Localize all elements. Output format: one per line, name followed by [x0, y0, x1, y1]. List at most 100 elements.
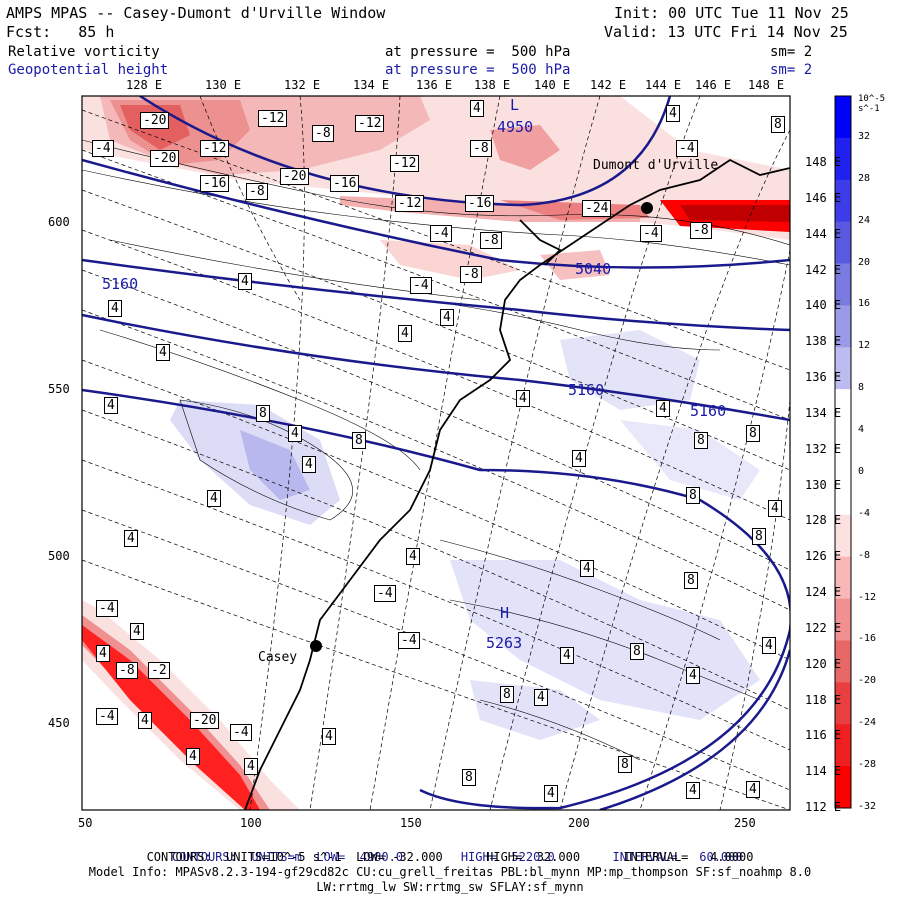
colorbar-label: 8	[858, 382, 865, 394]
vorticity-value-box: 8	[746, 425, 760, 442]
colorbar-swatch	[835, 137, 851, 181]
y-axis-tick: 450	[48, 716, 70, 730]
colorbar-label: -20	[858, 675, 877, 687]
vorticity-value-box: 8	[771, 116, 785, 133]
colorbar-label: 0	[858, 465, 865, 477]
vorticity-value-box: 8	[256, 405, 270, 422]
colorbar-label: 12	[858, 340, 871, 352]
forecast-hour: Fcst: 85 h	[6, 23, 115, 41]
vorticity-value-box: -16	[200, 175, 230, 192]
right-lon-label: 136 E	[805, 370, 842, 384]
vorticity-value-box: -8	[690, 222, 712, 239]
vorticity-value-box: 4	[96, 645, 110, 662]
map-title: AMPS MPAS -- Casey-Dumont d'Urville Wind…	[6, 4, 386, 22]
colorbar-units: 10^-5 s^-1	[858, 94, 886, 114]
vorticity-value-box: -4	[230, 724, 252, 741]
vorticity-value-box: 4	[302, 456, 316, 473]
colorbar-swatch	[835, 389, 851, 432]
colorbar-swatch	[835, 221, 851, 265]
colorbar-swatch	[835, 766, 851, 809]
colorbar-label: 32	[858, 130, 871, 142]
vorticity-value-box: 4	[746, 781, 760, 798]
colorbar-label: -16	[858, 633, 877, 645]
vorticity-value-box: 4	[244, 758, 258, 775]
height-label-5: 5160	[690, 402, 727, 420]
colorbar-swatch	[835, 640, 851, 683]
vorticity-value-box: 4	[440, 309, 454, 326]
vorticity-value-box: 4	[686, 667, 700, 684]
init-time: Init: 00 UTC Tue 11 Nov 25	[614, 4, 849, 22]
colorbar-label: 24	[858, 214, 871, 226]
colorbar	[835, 96, 851, 809]
right-lon-label: 132 E	[805, 441, 842, 456]
low-pressure-marker: L	[510, 96, 520, 114]
vorticity-value-box: -4	[676, 140, 698, 157]
vorticity-value-box: 4	[398, 325, 412, 342]
vorticity-value-box: 4	[572, 450, 586, 467]
vorticity-value-box: 4	[124, 530, 138, 547]
height-label-3: 5040	[575, 260, 612, 278]
top-lon-label: 142 E	[590, 78, 627, 92]
vorticity-value-box: -20	[150, 150, 180, 167]
field2-level: at pressure = 500 hPa	[385, 62, 571, 78]
colorbar-label: 28	[858, 172, 871, 184]
vorticity-value-box: -12	[200, 140, 230, 157]
footer-height-units: CONTOURS: UNITS=m LOW= 4980.0	[171, 850, 404, 864]
colorbar-swatch	[835, 347, 851, 390]
vorticity-value-box: -12	[390, 155, 420, 172]
vorticity-value-box: 4	[238, 273, 252, 290]
vorticity-value-box: 4	[288, 425, 302, 442]
x-axis-tick: 50	[78, 816, 93, 830]
vorticity-value-box: 4	[686, 782, 700, 799]
footer-physics-info: LW:rrtmg_lw SW:rrtmg_sw SFLAY:sf_mynn	[316, 880, 584, 894]
vorticity-value-box: -16	[330, 175, 360, 192]
station-dot-casey	[310, 640, 322, 652]
field1-smoothing: sm= 2	[770, 44, 813, 60]
colorbar-swatch	[835, 472, 851, 516]
top-lon-label: 130 E	[205, 78, 242, 92]
footer-height-contours: CONTOURS: UNITS=m LOW= 4980.0 HIGH= 5220…	[0, 836, 900, 864]
vorticity-value-box: 4	[544, 785, 558, 802]
right-lon-label: 124 E	[805, 585, 842, 599]
colorbar-label: 16	[858, 298, 871, 310]
vorticity-value-box: 4	[762, 637, 776, 654]
x-axis-tick: 250	[734, 816, 756, 830]
vorticity-value-box: -4	[410, 277, 432, 294]
right-lon-label: 134 E	[805, 405, 842, 420]
colorbar-swatch	[835, 305, 851, 348]
vorticity-value-box: -20	[190, 712, 220, 729]
top-lon-label: 140 E	[534, 78, 571, 92]
vorticity-value-box: 4	[138, 712, 152, 729]
vorticity-value-box: -20	[140, 112, 170, 129]
height-label-4: 5160	[568, 381, 605, 399]
vorticity-value-box: 4	[516, 390, 530, 407]
footer-height-high: HIGH= 5220.0	[460, 850, 555, 864]
right-lon-label: 138 E	[805, 334, 842, 349]
vorticity-value-box: -8	[480, 232, 502, 249]
vorticity-value-box: -2	[148, 662, 170, 679]
right-lon-label: 128 E	[805, 513, 842, 528]
vorticity-value-box: -8	[246, 183, 268, 200]
right-lon-label: 118 E	[805, 692, 842, 707]
vorticity-value-box: 8	[500, 686, 514, 703]
vorticity-value-box: -4	[640, 225, 662, 242]
vorticity-value-box: -4	[430, 225, 452, 242]
vorticity-value-box: 4	[406, 548, 420, 565]
vorticity-value-box: 8	[630, 643, 644, 660]
lat-lon-grid	[82, 96, 790, 810]
vorticity-value-box: 8	[352, 432, 366, 449]
station-dot-dumont	[641, 202, 653, 214]
colorbar-swatch	[835, 598, 851, 641]
right-lon-label: 146 E	[805, 190, 842, 205]
vorticity-value-box: 8	[618, 756, 632, 773]
colorbar-swatch	[835, 431, 851, 474]
vorticity-value-box: -4	[398, 632, 420, 649]
vorticity-value-box: 4	[104, 397, 118, 414]
colorbar-swatch	[835, 682, 851, 725]
colorbar-label: -12	[858, 591, 877, 603]
top-lon-label: 134 E	[353, 78, 390, 92]
height-label-2: 5160	[102, 275, 139, 293]
top-lon-label: 128 E	[126, 78, 163, 92]
right-lon-label: 122 E	[805, 620, 842, 635]
vorticity-value-box: -12	[355, 115, 385, 132]
